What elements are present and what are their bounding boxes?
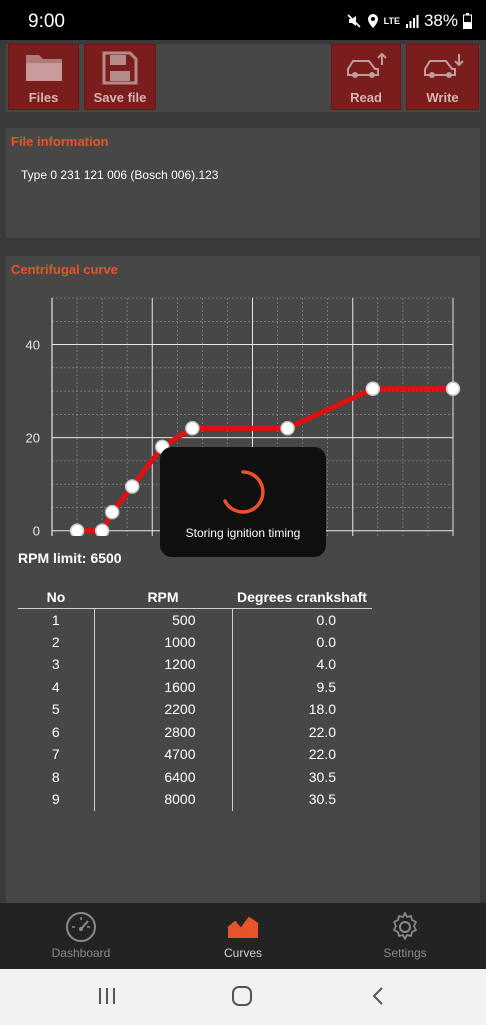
bottom-nav: Dashboard Curves Settings [0, 903, 486, 969]
cell-degrees: 0.0 [231, 630, 372, 653]
main-content: Files Save file Read Write File informat… [0, 40, 486, 903]
table-row: 9 8000 30.5 [18, 788, 372, 811]
rpm-limit-value: 6500 [90, 550, 122, 566]
network-type: LTE [383, 16, 400, 26]
cell-rpm: 2800 [93, 720, 232, 743]
system-nav-bar [0, 969, 486, 1025]
status-icons: LTE 38% [346, 11, 472, 31]
cell-rpm: 8000 [93, 788, 232, 811]
data-point [280, 421, 295, 436]
location-icon [367, 14, 378, 28]
loading-spinner-icon [223, 470, 265, 514]
cell-rpm: 1000 [93, 630, 232, 653]
file-name-text: Type 0 231 121 006 (Bosch 006).123 [21, 168, 219, 182]
data-point [104, 504, 120, 520]
recent-apps-icon[interactable] [96, 985, 118, 1007]
data-point [445, 381, 461, 396]
table-row: 4 1600 9.5 [18, 675, 372, 698]
cell-no: 2 [51, 633, 60, 650]
status-time: 9:00 [28, 11, 65, 32]
curve-table: No RPM Degrees crankshaft 1 500 0.0 2 1000 0.… [18, 586, 372, 811]
table-row: 2 1000 0.0 [18, 630, 372, 653]
curve-title: Centrifugal curve [11, 262, 118, 277]
table-body: 1 500 0.0 2 1000 0.0 3 1200 4.0 4 1600 9.5 5 2200 18.0… [18, 608, 372, 811]
cell-degrees: 4.0 [231, 653, 372, 676]
toast-message: Storing ignition timing [185, 526, 301, 540]
y-tick-label: 20 [26, 431, 40, 446]
cell-no: 6 [51, 723, 60, 740]
column-header-no: No [18, 586, 94, 609]
back-icon[interactable] [368, 985, 390, 1007]
save-icon [102, 51, 138, 85]
table-row: 1 500 0.0 [18, 608, 372, 631]
cell-degrees: 22.0 [231, 720, 372, 743]
table-row: 8 6400 30.5 [18, 765, 372, 788]
status-bar: 9:00 LTE 38% [0, 0, 486, 40]
cell-rpm: 2200 [93, 698, 232, 721]
curves-icon [227, 916, 259, 938]
rpm-limit: RPM limit: 6500 [18, 550, 122, 566]
table-row: 6 2800 22.0 [18, 720, 372, 743]
mute-icon [347, 14, 361, 28]
cell-degrees: 18.0 [231, 698, 372, 721]
y-tick-label: 40 [26, 338, 40, 353]
column-header-degrees: Degrees crankshaft [232, 586, 372, 609]
cell-no: 3 [51, 656, 60, 673]
table-row: 5 2200 18.0 [18, 698, 372, 721]
save-file-button[interactable]: Save file [84, 44, 156, 110]
cell-degrees: 0.0 [231, 608, 372, 631]
cell-degrees: 9.5 [231, 675, 372, 698]
file-info-panel: File information Type 0 231 121 006 (Bos… [6, 128, 480, 238]
cell-no: 1 [51, 611, 60, 628]
data-point [365, 381, 381, 396]
cell-rpm: 6400 [93, 765, 232, 788]
cell-no: 7 [51, 746, 60, 763]
file-info-title: File information [11, 134, 109, 149]
cell-no: 9 [51, 791, 60, 808]
cell-rpm: 4700 [93, 743, 232, 766]
read-button[interactable]: Read [331, 44, 401, 110]
cell-no: 5 [51, 701, 60, 718]
folder-icon [25, 55, 62, 81]
cell-rpm: 500 [93, 608, 232, 631]
nav-settings[interactable]: Settings [324, 903, 486, 969]
files-button[interactable]: Files [8, 44, 79, 110]
storing-toast: Storing ignition timing [160, 447, 326, 557]
data-point [185, 421, 200, 436]
toolbar: Files Save file Read Write [6, 44, 480, 112]
write-button[interactable]: Write [406, 44, 479, 110]
cell-rpm: 1200 [93, 653, 232, 676]
data-point [124, 479, 140, 494]
y-tick-label: 0 [33, 524, 40, 536]
table-row: 7 4700 22.0 [18, 743, 372, 766]
home-icon[interactable] [231, 985, 253, 1007]
gear-icon [393, 912, 417, 940]
battery-icon [463, 13, 472, 29]
cell-rpm: 1600 [93, 675, 232, 698]
cell-degrees: 22.0 [231, 743, 372, 766]
car-write-icon [423, 54, 464, 78]
nav-dashboard[interactable]: Dashboard [0, 903, 162, 969]
battery-percent: 38% [423, 11, 458, 30]
nav-curves[interactable]: Curves [162, 903, 324, 969]
speedometer-icon [66, 912, 96, 942]
data-point [69, 523, 85, 536]
signal-icon [405, 15, 419, 28]
column-header-rpm: RPM [94, 586, 232, 609]
cell-no: 8 [51, 768, 60, 785]
cell-degrees: 30.5 [231, 788, 372, 811]
table-row: 3 1200 4.0 [18, 653, 372, 676]
data-point [94, 523, 110, 536]
cell-degrees: 30.5 [231, 765, 372, 788]
table-header-row: No RPM Degrees crankshaft [18, 586, 372, 609]
rpm-limit-label: RPM limit: [18, 550, 87, 566]
car-read-icon [347, 52, 387, 78]
cell-no: 4 [51, 678, 60, 695]
